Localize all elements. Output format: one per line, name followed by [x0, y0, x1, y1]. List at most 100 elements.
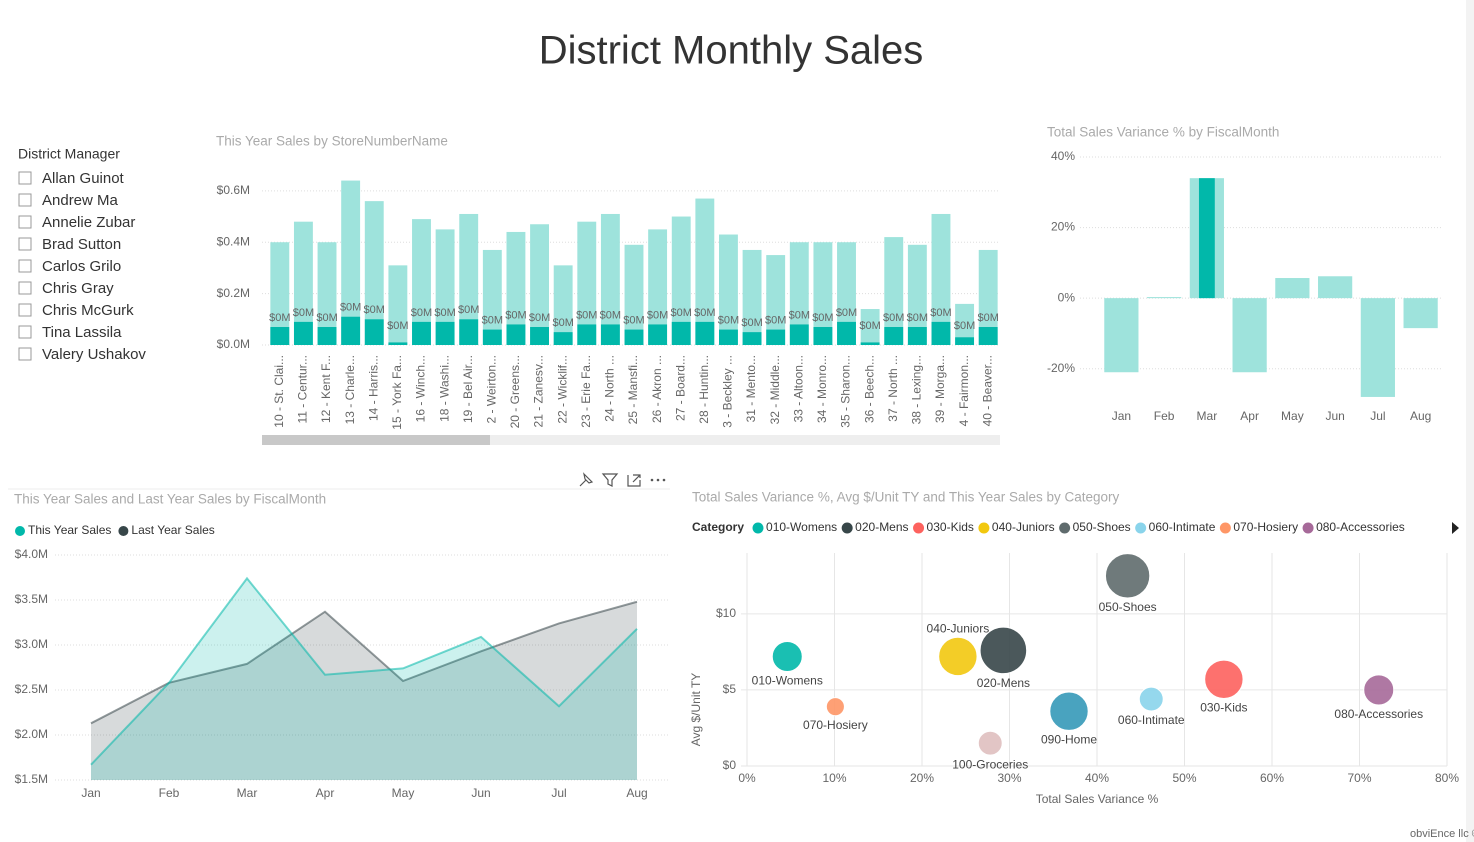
x-tick-label: 11 - Centur...	[296, 355, 310, 423]
x-tick-label: 33 - Altoon...	[791, 355, 805, 422]
checkbox[interactable]	[18, 281, 32, 295]
x-tick-label: 70%	[1347, 771, 1371, 785]
bar	[459, 319, 479, 345]
data-label: $0M	[600, 309, 621, 321]
focus-icon[interactable]	[627, 474, 641, 487]
x-tick-label: 35 - Sharon...	[839, 355, 853, 428]
slicer-item[interactable]: Annelie Zubar	[42, 214, 135, 231]
x-axis-label: Total Sales Variance %	[1036, 792, 1159, 806]
data-label: $0M	[741, 317, 762, 329]
y-tick-label: 20%	[1051, 220, 1075, 234]
bar	[671, 216, 691, 345]
legend-marker	[913, 522, 925, 534]
bar	[530, 327, 549, 345]
legend-label: 050-Shoes	[1073, 520, 1131, 534]
slicer-item[interactable]: Tina Lassila	[42, 324, 122, 341]
pin-icon[interactable]	[579, 472, 594, 487]
x-tick-label: 14 - Harris...	[366, 355, 380, 421]
bubble-label: 100-Groceries	[952, 757, 1028, 771]
slicer-item[interactable]: Carlos Grilo	[42, 258, 121, 275]
slicer-item[interactable]: Brad Sutton	[42, 236, 121, 253]
x-tick-label: Jul	[551, 786, 566, 800]
x-tick-label: May	[392, 786, 415, 800]
x-tick-label: 10 - St. Clai...	[272, 355, 286, 428]
bar	[459, 213, 479, 345]
bubble	[1138, 686, 1164, 712]
bar	[600, 213, 620, 345]
slicer-item[interactable]: Allan Guinot	[42, 170, 125, 187]
dot[interactable]	[650, 478, 654, 482]
dot[interactable]	[656, 478, 660, 482]
data-label: $0M	[552, 317, 573, 329]
bubble	[825, 697, 845, 717]
x-tick-label: May	[1281, 409, 1304, 423]
scroll-track[interactable]	[262, 435, 1000, 445]
bar	[553, 332, 573, 345]
slicer-item[interactable]: Chris Gray	[42, 280, 114, 297]
x-tick-label: Jun	[1325, 409, 1344, 423]
legend-label: 080-Accessories	[1316, 520, 1405, 534]
data-label: $0M	[293, 307, 314, 319]
data-label: $0M	[859, 320, 880, 332]
checkbox[interactable]	[18, 215, 32, 229]
x-tick-label: 37 - North ...	[886, 355, 900, 422]
bar	[270, 327, 290, 345]
bubble	[977, 730, 1003, 756]
bar	[884, 237, 904, 345]
x-tick-label: 3 - Beckley ...	[721, 355, 735, 428]
x-tick-label: 12 - Kent F...	[319, 355, 333, 423]
slicer-item[interactable]: Valery Ushakov	[42, 346, 146, 363]
legend-next-arrow[interactable]	[1452, 522, 1459, 534]
dot[interactable]	[662, 478, 666, 482]
bar	[907, 327, 927, 345]
legend-marker	[841, 522, 853, 534]
y-tick-label: $10	[716, 606, 736, 620]
filter-icon[interactable]	[601, 473, 619, 487]
data-label: $0M	[316, 312, 337, 324]
bar	[624, 244, 644, 345]
bubble-label: 040-Juniors	[927, 621, 990, 635]
checkbox[interactable]	[18, 171, 32, 185]
x-tick-label: 34 - Monro...	[815, 355, 829, 423]
x-tick-label: 32 - Middle...	[768, 355, 782, 424]
legend-label: This Year Sales	[28, 523, 111, 537]
bar	[530, 224, 549, 345]
checkbox[interactable]	[18, 325, 32, 339]
y-tick-label: $0.2M	[217, 286, 250, 300]
checkbox[interactable]	[18, 347, 32, 361]
bar	[553, 265, 573, 345]
checkbox[interactable]	[18, 259, 32, 273]
scroll-thumb[interactable]	[262, 435, 490, 445]
data-label: $0M	[812, 312, 833, 324]
slicer-item[interactable]: Andrew Ma	[42, 192, 119, 209]
bubble-label: 050-Shoes	[1099, 600, 1157, 614]
checkbox[interactable]	[18, 193, 32, 207]
x-tick-label: Jun	[471, 786, 490, 800]
bar	[435, 229, 455, 345]
slicer-item[interactable]: Chris McGurk	[42, 302, 134, 319]
x-tick-label: Aug	[1410, 409, 1431, 423]
bubble	[1104, 553, 1151, 599]
bar	[742, 332, 762, 345]
bubble-label: 020-Mens	[977, 676, 1030, 690]
bubble	[979, 626, 1028, 675]
x-tick-label: 19 - Bel Air...	[461, 355, 475, 423]
x-tick-label: Jan	[81, 786, 100, 800]
area	[91, 578, 637, 780]
chart-title: Total Sales Variance %, Avg $/Unit TY an…	[692, 490, 1120, 505]
data-label: $0M	[623, 314, 644, 326]
bar	[506, 324, 526, 345]
x-tick-label: Apr	[1240, 409, 1259, 423]
bar	[1232, 298, 1267, 373]
bar	[270, 242, 290, 345]
bar	[577, 324, 597, 345]
x-tick-label: 18 - Washi...	[437, 355, 451, 422]
checkbox[interactable]	[18, 303, 32, 317]
x-tick-label: 31 - Mento...	[744, 355, 758, 422]
checkbox[interactable]	[18, 237, 32, 251]
legend-marker	[1059, 522, 1071, 534]
chart-title: Total Sales Variance % by FiscalMonth	[1047, 125, 1279, 140]
bar	[412, 321, 431, 345]
more-icon[interactable]	[650, 478, 666, 482]
